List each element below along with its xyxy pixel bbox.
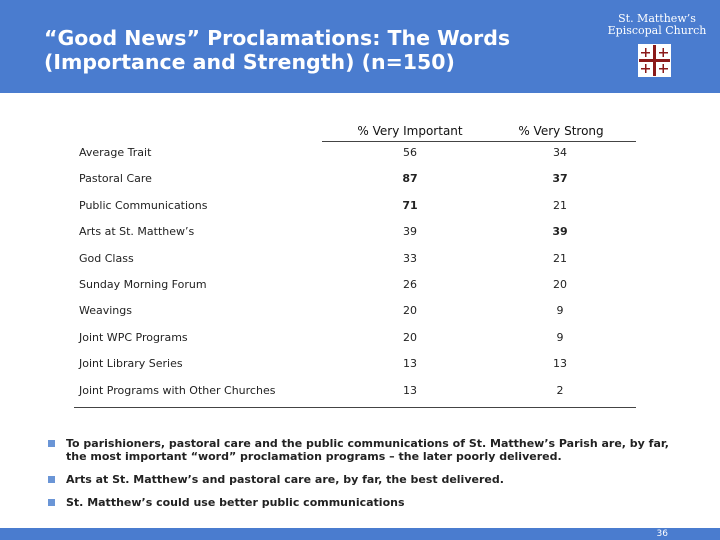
very-strong-value: 21 [553, 198, 567, 212]
very-important-value: 20 [403, 330, 417, 344]
bullet-text: To parishioners, pastoral care and the p… [66, 437, 669, 463]
row-label: Weavings [79, 304, 132, 318]
very-important-value: 71 [402, 198, 418, 212]
bullet-item: St. Matthew’s could use better public co… [46, 496, 686, 509]
column-header-very-important: % Very Important [357, 124, 463, 138]
row-label: Joint Library Series [79, 357, 183, 371]
very-strong-value: 21 [553, 251, 567, 265]
bullet-item: To parishioners, pastoral care and the p… [46, 437, 686, 463]
bullet-text: St. Matthew’s could use better public co… [66, 496, 405, 509]
row-label: Average Trait [79, 146, 152, 159]
row-label: God Class [79, 251, 134, 265]
table-row: Joint Library Series 13 13 [0, 357, 720, 375]
very-important-value: 39 [403, 225, 417, 239]
very-strong-value: 39 [552, 225, 568, 239]
square-bullet-icon [48, 440, 55, 447]
very-strong-value: 37 [552, 172, 568, 186]
very-strong-value: 2 [556, 383, 564, 397]
table-row: God Class 33 21 [0, 252, 720, 270]
table-row: Public Communications 71 21 [0, 199, 720, 217]
row-label: Joint WPC Programs [79, 330, 188, 344]
slide-title: “Good News” Proclamations: The Words (Im… [44, 26, 511, 74]
church-cross-logo-icon [638, 44, 671, 77]
column-header-very-strong: % Very Strong [518, 124, 604, 138]
bullet-text: Arts at St. Matthew’s and pastoral care … [66, 473, 504, 486]
slide-header: “Good News” Proclamations: The Words (Im… [0, 0, 720, 93]
very-important-value: 20 [403, 304, 417, 318]
very-strong-value: 13 [553, 357, 567, 371]
row-label: Pastoral Care [79, 172, 152, 186]
row-label: Public Communications [79, 198, 208, 212]
row-label: Joint Programs with Other Churches [79, 383, 276, 397]
table-row: Sunday Morning Forum 26 20 [0, 278, 720, 296]
bullet-item: Arts at St. Matthew’s and pastoral care … [46, 473, 686, 486]
table-row: Pastoral Care 87 37 [0, 172, 720, 190]
very-important-value: 13 [403, 383, 417, 397]
very-strong-value: 9 [556, 304, 564, 318]
very-important-value: 56 [403, 146, 417, 159]
very-important-value: 13 [403, 357, 417, 371]
very-important-value: 87 [402, 172, 418, 186]
row-label: Sunday Morning Forum [79, 278, 207, 291]
square-bullet-icon [48, 499, 55, 506]
square-bullet-icon [48, 476, 55, 483]
table-row: Average Trait 56 34 [0, 146, 720, 164]
very-strong-value: 20 [553, 278, 567, 291]
very-important-value: 33 [403, 251, 417, 265]
bullet-list: To parishioners, pastoral care and the p… [46, 437, 686, 519]
very-strong-value: 9 [556, 330, 564, 344]
very-strong-value: 34 [553, 146, 567, 159]
page-number: 36 [656, 529, 668, 539]
table-bottom-rule [74, 407, 636, 408]
church-name: St. Matthew’s Episcopal Church [607, 12, 707, 37]
very-important-value: 26 [403, 278, 417, 291]
table-header-rule [322, 141, 636, 142]
table-row: Joint Programs with Other Churches 13 2 [0, 384, 720, 402]
table-row: Arts at St. Matthew’s 39 39 [0, 225, 720, 243]
table-row: Weavings 20 9 [0, 304, 720, 322]
table-row: Joint WPC Programs 20 9 [0, 331, 720, 349]
slide-footer: 36 [0, 528, 720, 540]
row-label: Arts at St. Matthew’s [79, 225, 195, 239]
